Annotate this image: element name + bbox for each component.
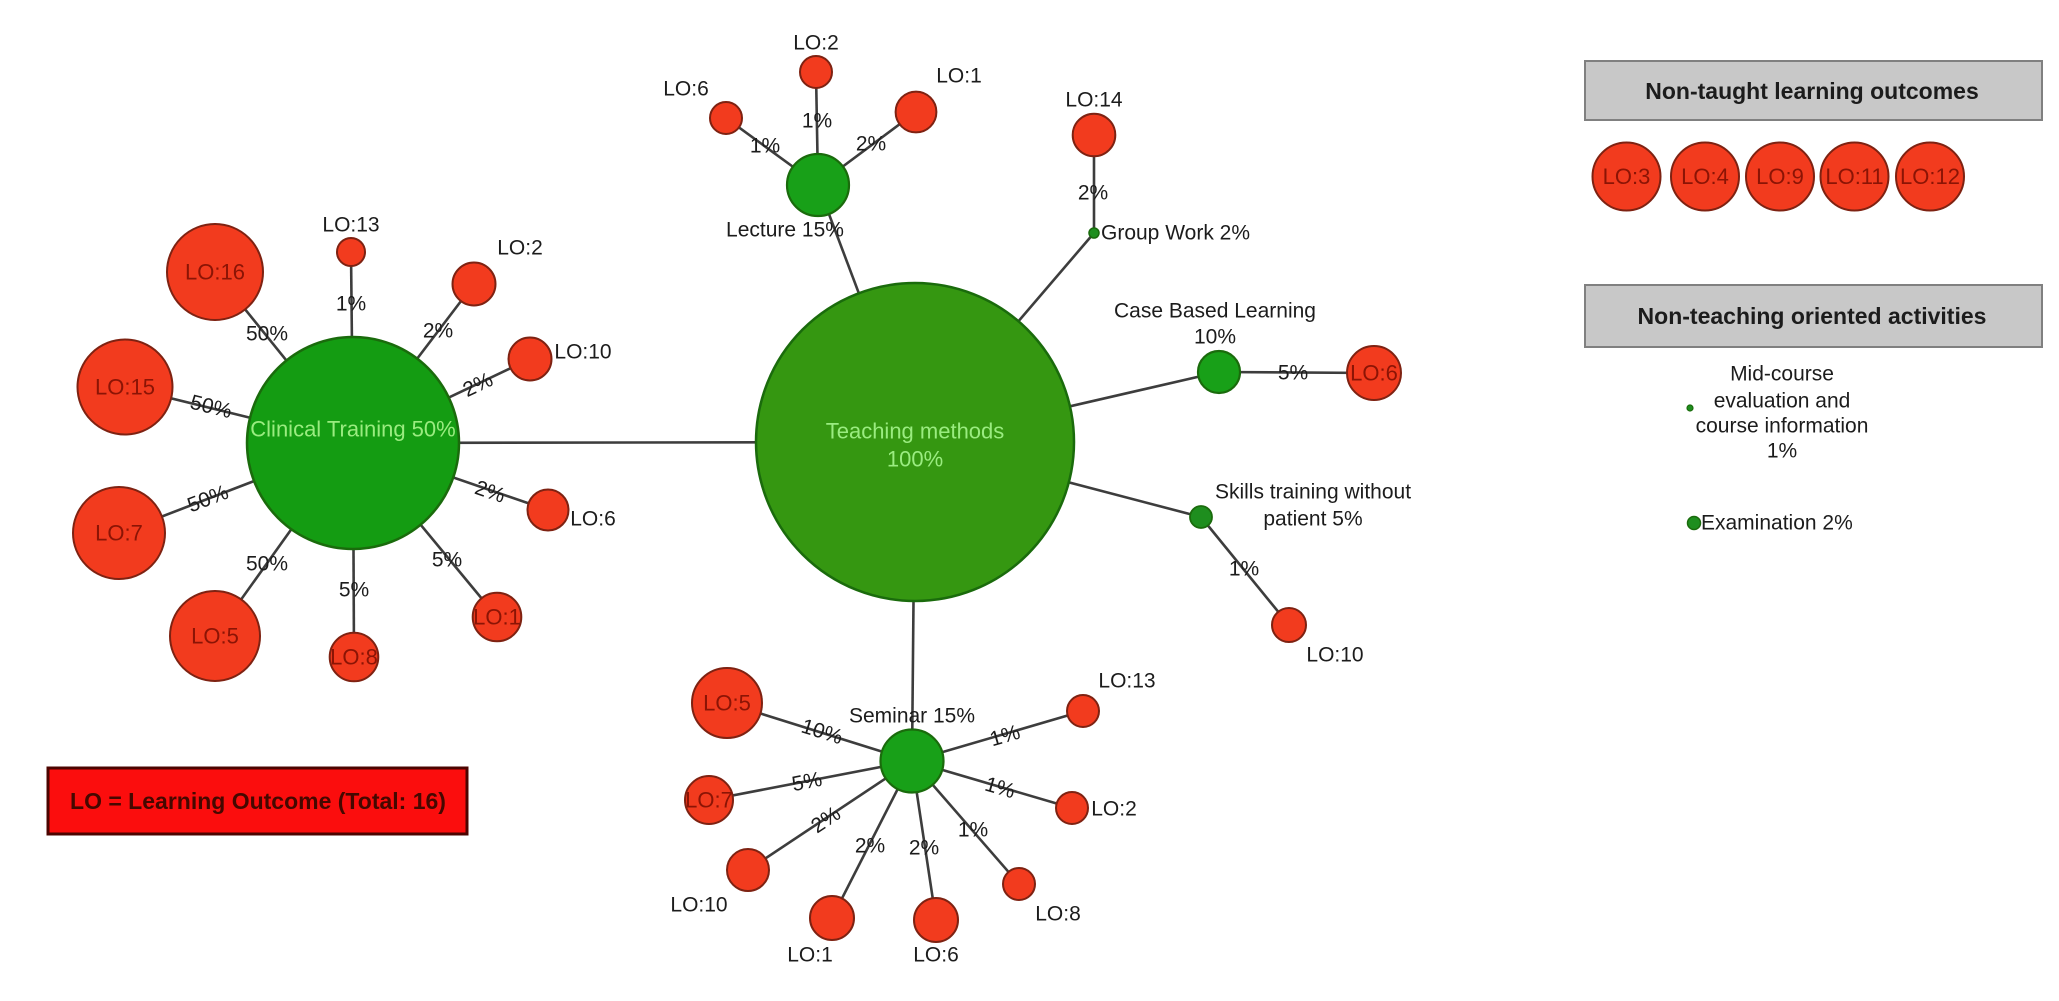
svg-text:LO:8: LO:8: [330, 645, 378, 670]
svg-text:LO:7: LO:7: [95, 521, 143, 546]
svg-text:LO:1: LO:1: [787, 944, 833, 967]
svg-text:LO:13: LO:13: [1098, 670, 1155, 693]
svg-text:LO:2: LO:2: [497, 237, 543, 260]
svg-text:Group Work 2%: Group Work 2%: [1101, 222, 1250, 245]
svg-text:1%: 1%: [336, 293, 366, 316]
svg-text:2%: 2%: [856, 133, 886, 156]
svg-text:5%: 5%: [432, 549, 462, 572]
svg-text:1%: 1%: [1767, 440, 1797, 463]
svg-text:5%: 5%: [1278, 362, 1308, 385]
svg-text:50%: 50%: [246, 323, 288, 346]
svg-text:Skills training without: Skills training without: [1215, 481, 1411, 504]
svg-text:patient 5%: patient 5%: [1263, 508, 1362, 531]
svg-text:2%: 2%: [1078, 182, 1108, 205]
svg-text:LO:14: LO:14: [1065, 89, 1123, 112]
svg-text:2%: 2%: [423, 320, 453, 343]
svg-text:Mid-course: Mid-course: [1730, 363, 1834, 386]
svg-text:100%: 100%: [887, 447, 943, 472]
svg-text:LO:5: LO:5: [703, 691, 751, 716]
svg-text:Teaching methods: Teaching methods: [826, 419, 1005, 444]
svg-text:LO:10: LO:10: [554, 341, 611, 364]
svg-text:10%: 10%: [1194, 326, 1236, 349]
svg-text:Non-teaching oriented activiti: Non-teaching oriented activities: [1638, 303, 1987, 329]
svg-text:Non-taught learning outcomes: Non-taught learning outcomes: [1645, 78, 1979, 104]
svg-text:LO:2: LO:2: [793, 32, 839, 55]
svg-text:LO:6: LO:6: [570, 508, 616, 531]
svg-text:1%: 1%: [750, 135, 780, 158]
svg-text:Clinical Training 50%: Clinical Training 50%: [250, 417, 455, 442]
svg-text:LO:11: LO:11: [1825, 164, 1883, 189]
svg-text:LO:5: LO:5: [191, 624, 239, 649]
svg-text:LO:10: LO:10: [1306, 644, 1363, 667]
svg-text:5%: 5%: [339, 579, 369, 602]
svg-text:LO = Learning Outcome (Total:: LO = Learning Outcome (Total: 16): [70, 788, 446, 814]
svg-text:LO:6: LO:6: [663, 78, 709, 101]
svg-text:Case Based Learning: Case Based Learning: [1114, 300, 1316, 323]
svg-text:LO:6: LO:6: [913, 944, 959, 967]
svg-text:LO:1: LO:1: [936, 65, 982, 88]
svg-text:LO:12: LO:12: [1900, 164, 1960, 189]
svg-text:LO:7: LO:7: [685, 788, 733, 813]
svg-text:LO:16: LO:16: [185, 260, 245, 285]
svg-text:1%: 1%: [802, 110, 832, 133]
svg-text:2%: 2%: [855, 835, 885, 858]
svg-text:Seminar 15%: Seminar 15%: [849, 705, 975, 728]
svg-text:2%: 2%: [909, 837, 939, 860]
svg-text:LO:10: LO:10: [670, 894, 727, 917]
svg-text:50%: 50%: [246, 553, 288, 576]
svg-text:Examination 2%: Examination 2%: [1701, 512, 1853, 535]
svg-text:evaluation and: evaluation and: [1714, 390, 1851, 413]
svg-text:5%: 5%: [790, 768, 824, 796]
svg-text:course information: course information: [1696, 415, 1869, 438]
svg-text:LO:1: LO:1: [473, 605, 521, 630]
svg-text:1%: 1%: [958, 819, 988, 842]
svg-text:1%: 1%: [1229, 558, 1259, 581]
svg-text:LO:3: LO:3: [1603, 164, 1651, 189]
svg-text:LO:13: LO:13: [322, 214, 379, 237]
svg-text:LO:4: LO:4: [1681, 164, 1729, 189]
svg-text:LO:2: LO:2: [1091, 798, 1137, 821]
svg-text:LO:8: LO:8: [1035, 903, 1081, 926]
svg-text:Lecture 15%: Lecture 15%: [726, 219, 844, 242]
svg-text:LO:15: LO:15: [95, 375, 155, 400]
svg-text:LO:9: LO:9: [1756, 164, 1804, 189]
svg-text:LO:6: LO:6: [1350, 361, 1398, 386]
